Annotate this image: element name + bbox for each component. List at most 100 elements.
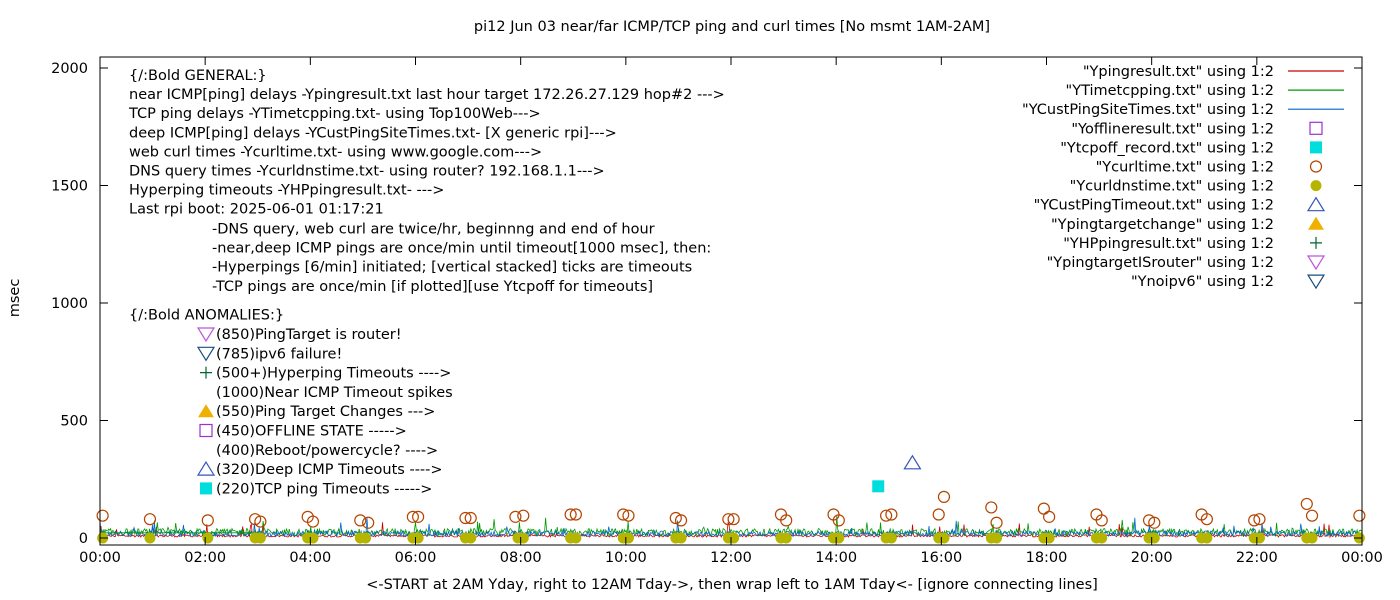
note-indented-line: -near,deep ICMP pings are once/min until…	[212, 241, 711, 257]
note-general-line: TCP ping delays -YTimetcpping.txt- using…	[128, 106, 541, 122]
legend-key	[1309, 121, 1323, 135]
data-point-open-circle	[354, 514, 367, 527]
data-point-filled-circle	[885, 532, 897, 544]
x-tick-label: 00:00	[79, 550, 121, 566]
data-point-filled-circle	[622, 532, 634, 544]
plot-frame	[99, 56, 1363, 546]
data-point-open-circle	[727, 513, 740, 526]
legend-key	[1309, 160, 1323, 173]
ticks-layer: 0 500 1000 1500 2000 00:00 02:00 04:00 06:00 08:0…	[51, 57, 1383, 566]
x-tick-label: 06:00	[395, 550, 437, 566]
data-point-open-circle	[1253, 513, 1266, 526]
y-tick-label: 1500	[51, 179, 88, 195]
y-tick-label: 0	[79, 531, 88, 547]
note-indented-line: -TCP pings are once/min [if plotted][use…	[212, 279, 653, 295]
legend-label: "Yofflineresult.txt" using 1:2	[1071, 121, 1274, 137]
note-general-line: Last rpi boot: 2025-06-01 01:17:21	[129, 202, 384, 218]
legend-key	[1310, 236, 1322, 249]
data-point-open-circle	[406, 510, 419, 523]
data-point-filled-circle	[1096, 532, 1108, 544]
data-point-filled-circle	[1148, 532, 1160, 544]
data-point-open-circle	[201, 514, 214, 527]
data-point-open-circle	[1037, 502, 1050, 515]
legend-label: "YpingtargetISrouter" using 1:2	[1047, 255, 1274, 271]
legend-key	[1306, 274, 1326, 290]
series-line-2	[99, 517, 1363, 538]
x-tick-label: 02:00	[184, 550, 226, 566]
anomaly-symbol-icon	[200, 482, 212, 495]
anomaly-symbol-icon	[196, 327, 216, 343]
data-point-open-circle	[617, 508, 630, 521]
data-point-open-circle	[1148, 516, 1161, 529]
legend-label: "YHPpingresult.txt" using 1:2	[1063, 236, 1274, 252]
data-point-open-circle	[622, 509, 635, 522]
x-tick-label: 12:00	[710, 550, 752, 566]
x-tick-label: 14:00	[815, 550, 857, 566]
data-point-open-circle	[880, 509, 893, 522]
data-point-open-circle	[674, 514, 688, 527]
anomalies-heading: {/:Bold ANOMALIES:}	[129, 308, 284, 324]
data-point-open-circle	[412, 510, 425, 523]
data-point-open-circle	[509, 510, 522, 523]
data-point-filled-circle	[675, 532, 687, 544]
data-point-filled-circle	[833, 532, 845, 544]
x-tick-label: 18:00	[1026, 550, 1068, 566]
data-point-open-circle	[722, 513, 735, 526]
data-point-open-circle	[780, 514, 793, 527]
note-indented-line: -DNS query, web curl are twice/hr, begin…	[212, 222, 655, 238]
anomaly-line: (850)PingTarget is router!	[216, 327, 402, 343]
note-indented-line: -Hyperpings [6/min] initiated; [vertical…	[212, 260, 692, 276]
anomaly-line: (1000)Near ICMP Timeout spikes	[216, 385, 453, 401]
anomaly-symbol-icon	[196, 346, 216, 362]
anomaly-line: (550)Ping Target Changes --->	[216, 404, 435, 420]
data-point-open-circle	[459, 511, 472, 525]
data-point-open-circle	[832, 514, 845, 527]
legend-key	[1308, 216, 1324, 230]
legend-key	[1310, 180, 1322, 192]
data-point-filled-circle	[254, 532, 266, 544]
anomaly-line: (220)TCP ping Timeouts ----->	[216, 481, 432, 497]
data-point-open-circle	[1305, 509, 1319, 522]
anomaly-symbol-icon	[198, 404, 214, 418]
x-tick-label: 20:00	[1131, 550, 1173, 566]
x-tick-label: 22:00	[1236, 550, 1278, 566]
data-point-filled-circle	[360, 532, 372, 544]
data-point-open-circle	[254, 515, 267, 528]
anomaly-line: (450)OFFLINE STATE ----->	[216, 424, 407, 440]
anomaly-symbol-icon	[196, 460, 216, 476]
data-point-open-circle	[1248, 514, 1261, 527]
data-point-filled-circle	[202, 532, 214, 544]
anomaly-symbol-icon	[199, 423, 213, 438]
data-point-filled-circle	[1253, 532, 1265, 544]
y-tick-label: 500	[60, 414, 88, 430]
x-tick-label: 04:00	[289, 550, 331, 566]
data-point-open-circle	[937, 490, 951, 503]
data-point-filled-square	[872, 480, 885, 493]
data-point-open-triangle-up	[903, 454, 922, 470]
x-axis-label: <-START at 2AM Yday, right to 12AM Tday-…	[366, 577, 1098, 593]
data-point-open-circle	[564, 508, 577, 521]
y-tick-label: 1000	[51, 296, 88, 312]
anomaly-line: (785)ipv6 failure!	[216, 346, 342, 362]
data-point-open-circle	[306, 515, 320, 528]
data-point-open-circle	[517, 509, 530, 522]
data-point-filled-circle	[412, 532, 424, 544]
data-point-open-circle	[1142, 514, 1156, 527]
legend-label: "Ypingresult.txt" using 1:2	[1083, 64, 1274, 80]
data-point-open-circle	[1200, 513, 1213, 526]
data-point-filled-circle	[991, 532, 1003, 544]
data-point-filled-circle	[517, 532, 529, 544]
data-point-filled-circle	[728, 532, 740, 544]
data-point-open-circle	[1043, 510, 1056, 523]
note-general-line: Hyperping timeouts -YHPpingresult.txt- -…	[129, 183, 444, 199]
data-point-open-circle	[569, 508, 582, 521]
note-general-line: {/:Bold GENERAL:}	[129, 68, 267, 84]
data-point-open-circle	[990, 516, 1003, 529]
legend-label: "YCustPingSiteTimes.txt" using 1:2	[1022, 102, 1274, 118]
data-point-open-circle	[464, 511, 477, 525]
x-tick-label: 10:00	[605, 550, 647, 566]
legend-key	[1310, 141, 1322, 154]
anomaly-line: (500+)Hyperping Timeouts ---->	[216, 366, 451, 382]
legend-label: "YCustPingTimeout.txt" using 1:2	[1034, 198, 1274, 214]
data-point-open-circle	[885, 508, 898, 521]
